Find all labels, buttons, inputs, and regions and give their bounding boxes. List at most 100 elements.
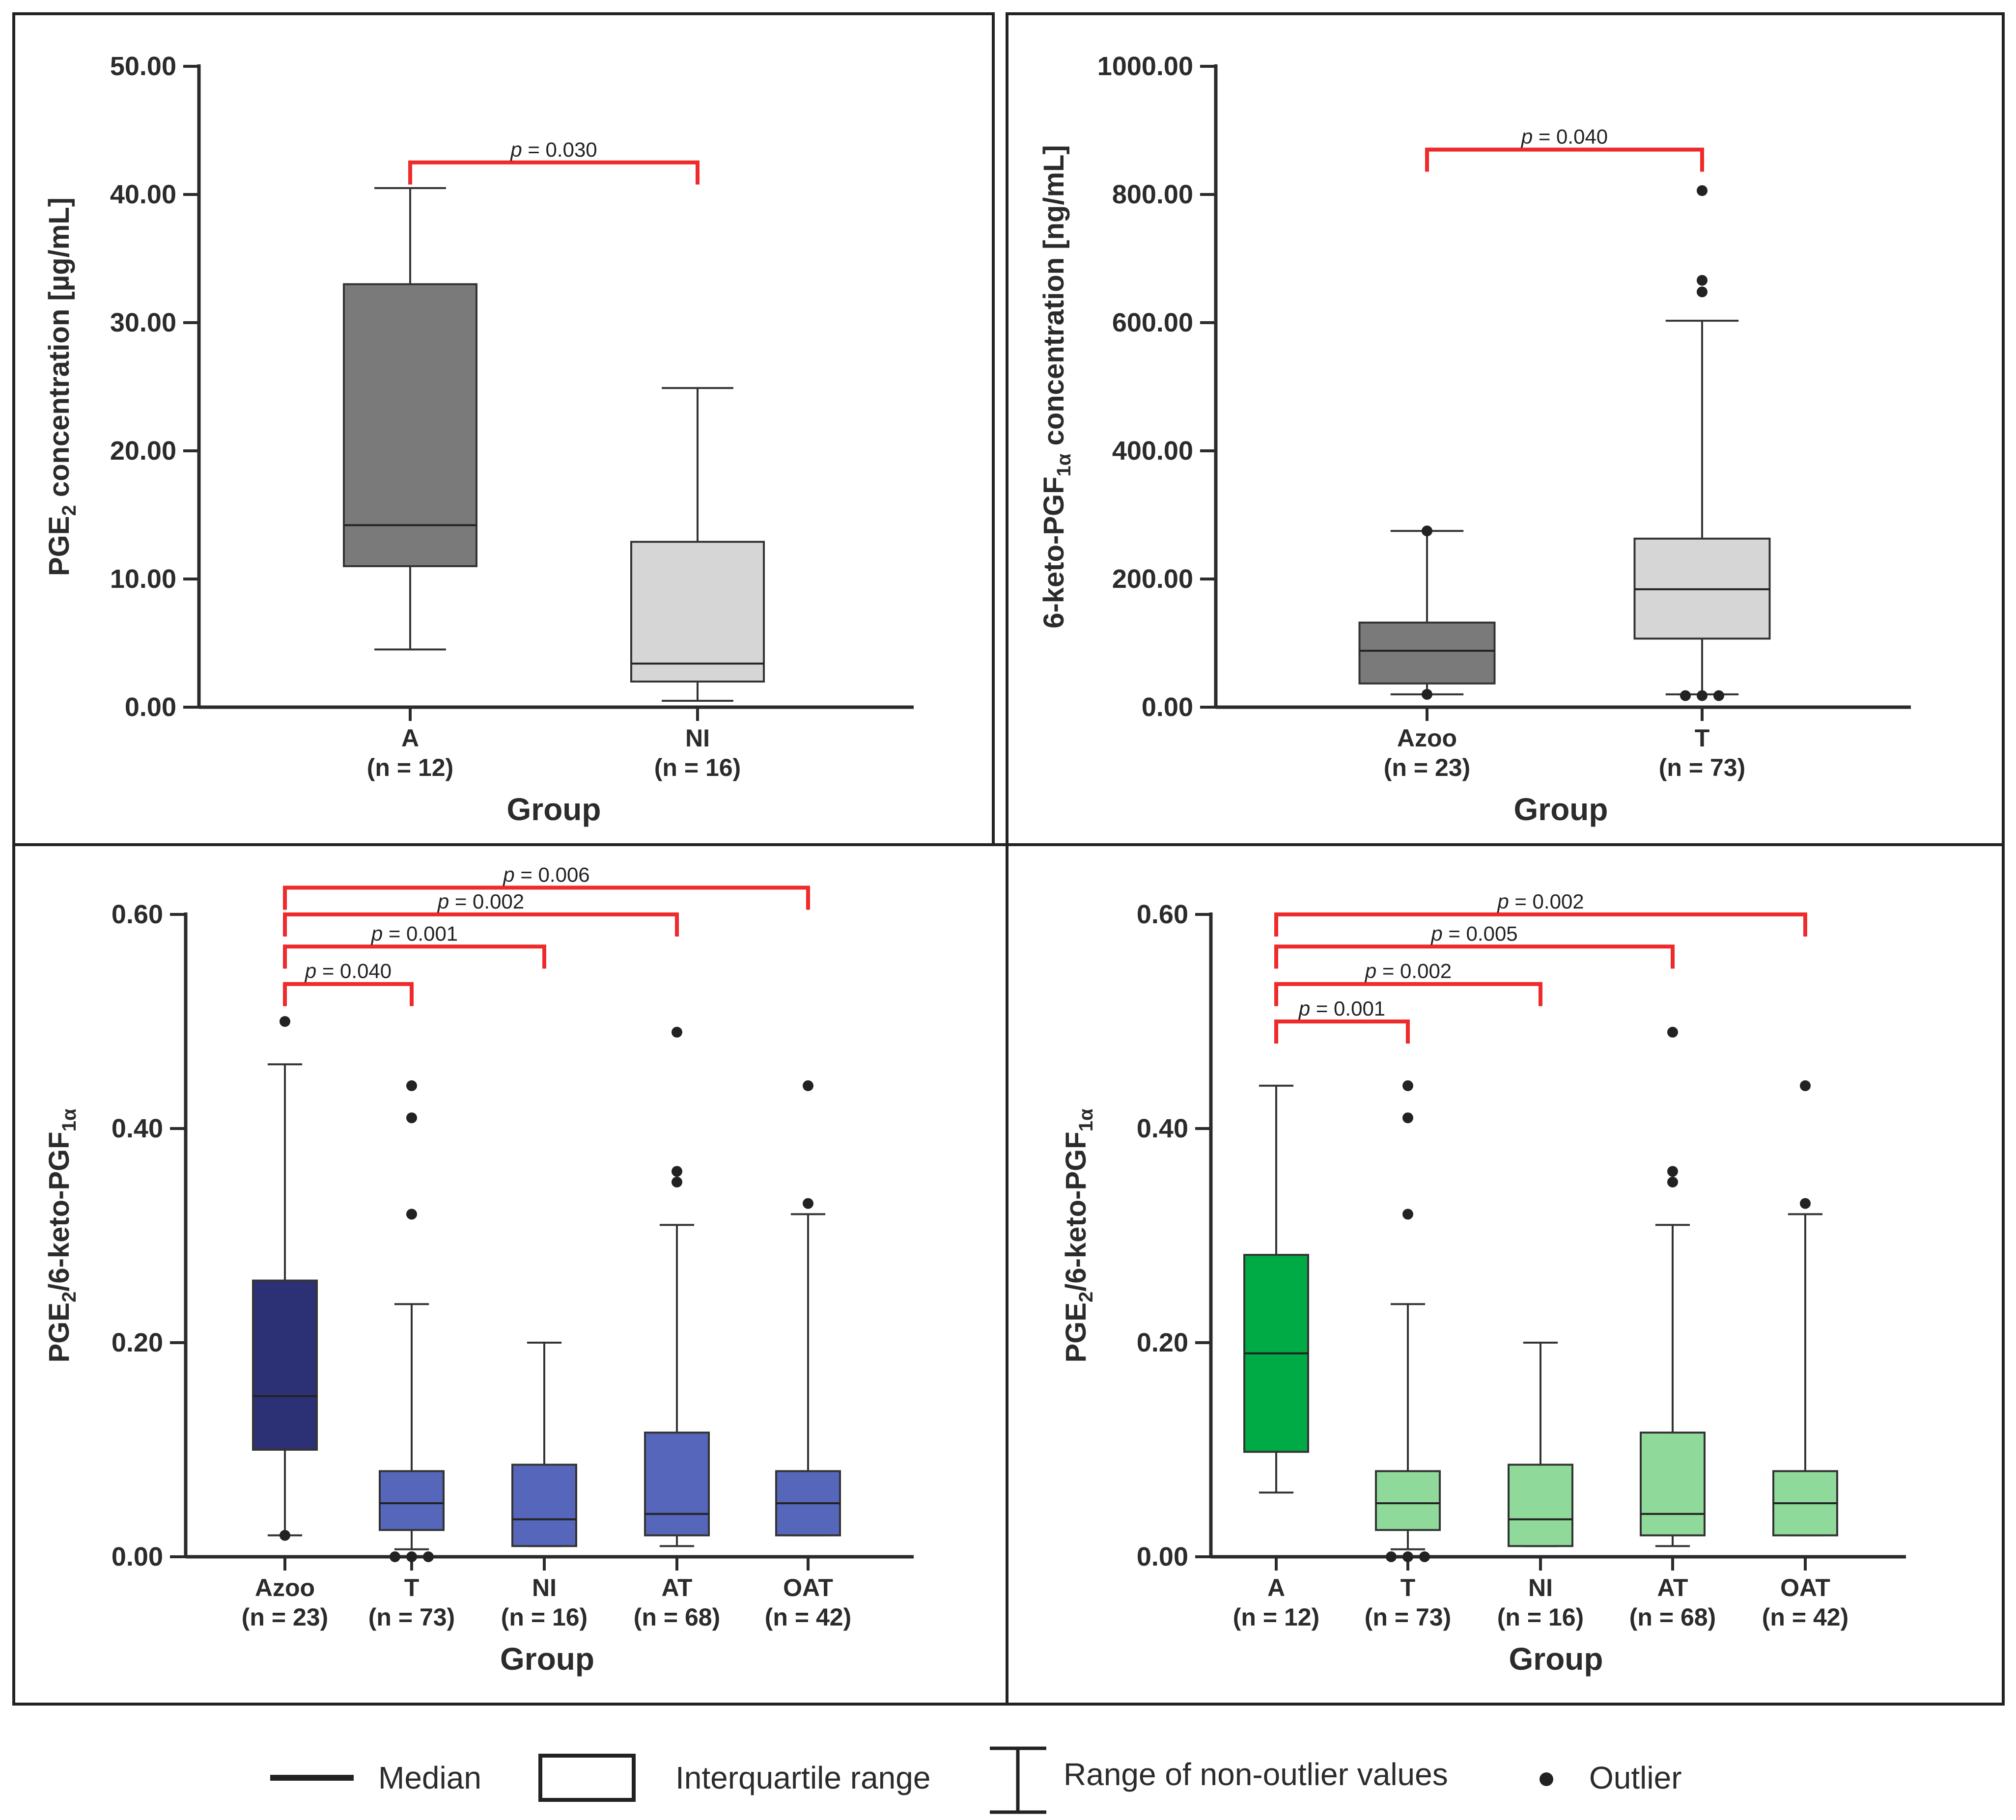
y-axis-title: PGE2/6-keto-PGF1α [43, 1108, 80, 1362]
outlier-point [803, 1198, 813, 1209]
y-tick-label: 10.00 [110, 564, 176, 594]
p-value-label: p = 0.006 [502, 863, 589, 886]
x-category-label: Azoo [255, 1574, 315, 1601]
y-tick-label: 0.00 [112, 1542, 163, 1572]
interquartile-box [644, 1432, 710, 1537]
interquartile-box [1358, 621, 1496, 685]
chart-panel-top-left: 0.00 10.00 20.00 30.00 40.00 50.00 A(n = 12) NI… [12, 12, 995, 846]
significance-bracket [283, 982, 414, 1006]
significance-bracket [1425, 147, 1704, 172]
x-category-label: OAT [1780, 1574, 1830, 1601]
outlier-point [406, 1551, 417, 1562]
outlier-point [280, 1016, 290, 1027]
legend-iqr-swatch [538, 1754, 636, 1802]
interquartile-box [511, 1463, 577, 1547]
y-tick-label: 0.00 [1142, 692, 1193, 722]
outlier-point [1680, 690, 1691, 701]
outlier-point [1697, 690, 1708, 701]
outlier-point [803, 1080, 813, 1091]
outlier-point [1402, 1112, 1413, 1124]
y-tick-label: 40.00 [110, 180, 176, 209]
p-value-label: p = 0.002 [1496, 890, 1584, 913]
y-tick-label: 800.00 [1112, 180, 1193, 209]
outlier-point [1667, 1026, 1678, 1038]
outlier-point [1713, 690, 1724, 701]
chart-panel-top-right: 0.00200.00400.00600.00800.001000.00Azoo(… [1006, 12, 2005, 846]
y-tick-label: 0.00 [125, 692, 176, 722]
outlier-point [1386, 1551, 1397, 1562]
y-tick-label: 30.00 [110, 308, 176, 337]
x-category-n-label: (n = 23) [1384, 754, 1470, 781]
x-category-n-label: (n = 16) [1497, 1603, 1584, 1631]
outlier-point [1800, 1198, 1811, 1209]
interquartile-box [379, 1470, 445, 1531]
x-axis-title: Group [1514, 792, 1608, 827]
x-category-label: NI [685, 724, 710, 752]
outlier-point [1800, 1080, 1811, 1091]
outlier-point [280, 1530, 290, 1541]
box-oat [775, 1080, 841, 1537]
x-axis-title: Group [507, 792, 601, 827]
x-category-n-label: (n = 68) [1629, 1603, 1716, 1631]
legend-range-swatch [990, 1746, 1046, 1814]
y-tick-label: 1000.00 [1097, 52, 1193, 81]
interquartile-box [1508, 1463, 1573, 1547]
x-axis-title: Group [1509, 1641, 1603, 1677]
outlier-point [1697, 185, 1708, 196]
p-value-label: p = 0.040 [1520, 125, 1608, 148]
legend-median-label: Median [378, 1760, 481, 1795]
y-tick-label: 400.00 [1112, 436, 1193, 466]
legend-outlier-label: Outlier [1589, 1760, 1682, 1795]
outlier-point [1422, 689, 1432, 700]
box-azoo [1358, 525, 1496, 700]
legend: Median Interquartile range Range of non-… [270, 1746, 1682, 1814]
y-tick-label: 0.40 [112, 1114, 163, 1143]
y-tick-label: 0.60 [112, 900, 163, 929]
outlier-point [672, 1166, 682, 1177]
x-category-n-label: (n = 42) [765, 1603, 851, 1631]
y-tick-label: 0.00 [1137, 1542, 1188, 1572]
p-value-label: p = 0.030 [509, 138, 597, 161]
outlier-point [406, 1112, 417, 1124]
box-azoo [252, 1016, 318, 1541]
outlier-point [406, 1080, 417, 1091]
outlier-point [1667, 1166, 1678, 1177]
y-tick-label: 0.20 [112, 1328, 163, 1357]
p-value-label: p = 0.001 [370, 922, 458, 945]
x-category-label: A [401, 724, 419, 752]
box-ni [511, 1342, 577, 1547]
y-tick-label: 0.40 [1137, 1114, 1188, 1143]
outlier-point [423, 1551, 434, 1562]
y-tick-label: 0.20 [1137, 1328, 1188, 1357]
box-t [1375, 1080, 1441, 1562]
interquartile-box [343, 283, 477, 567]
box-ni [1508, 1342, 1573, 1547]
y-axis-title: PGE2/6-keto-PGF1α [1060, 1108, 1097, 1362]
box-at [644, 1026, 710, 1547]
outlier-point [1402, 1551, 1413, 1562]
panel-border [1006, 843, 2005, 1706]
significance-bracket [408, 160, 700, 185]
legend-iqr-label: Interquartile range [675, 1760, 930, 1795]
x-category-label: T [1695, 724, 1710, 752]
y-axis-title: 6-keto-PGF1α concentration [ng/mL] [1038, 145, 1075, 629]
x-category-n-label: (n = 42) [1762, 1603, 1848, 1631]
x-category-label: A [1267, 1574, 1285, 1601]
x-category-n-label: (n = 73) [1659, 754, 1745, 781]
interquartile-box [630, 541, 765, 683]
outlier-point [1697, 275, 1708, 286]
outlier-point [1402, 1080, 1413, 1091]
x-category-n-label: (n = 23) [242, 1603, 328, 1631]
interquartile-box [1640, 1432, 1706, 1537]
x-category-label: AT [1657, 1574, 1688, 1601]
outlier-point [672, 1026, 682, 1038]
x-category-n-label: (n = 73) [368, 1603, 455, 1631]
p-value-label: p = 0.002 [1364, 960, 1452, 983]
x-category-label: T [404, 1574, 420, 1601]
p-value-label: p = 0.002 [437, 890, 524, 913]
significance-bracket [283, 885, 810, 910]
x-category-n-label: (n = 16) [501, 1603, 588, 1631]
significance-bracket [1274, 912, 1807, 937]
